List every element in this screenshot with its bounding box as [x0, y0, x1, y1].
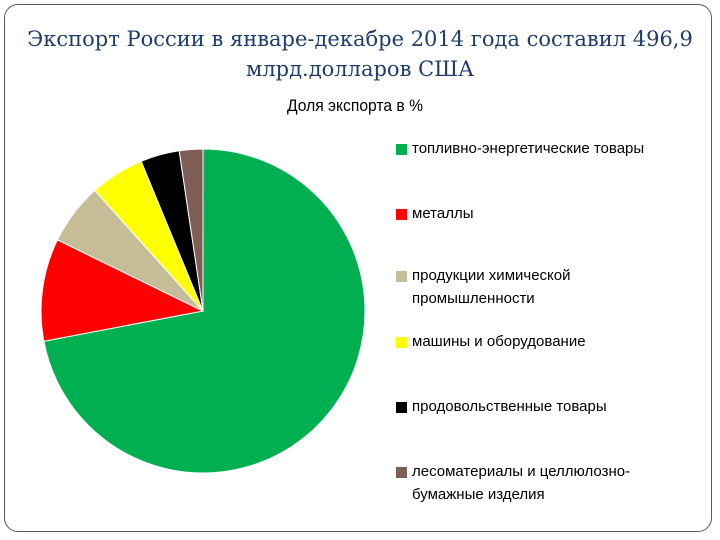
legend-label: топливно-энергетические товары — [412, 140, 645, 157]
legend-label: машины и оборудование — [412, 333, 586, 350]
legend-swatch — [396, 402, 407, 413]
legend-swatch — [396, 209, 407, 220]
legend-label: металлы — [412, 205, 474, 222]
slide-title: Экспорт России в январе-декабре 2014 год… — [0, 24, 720, 84]
legend-item-4: продовольственные товары — [396, 397, 696, 418]
legend-label: продукции химической промышленности — [412, 267, 571, 307]
legend-swatch — [396, 144, 407, 155]
legend-swatch — [396, 337, 407, 348]
chart-title: Доля экспорта в % — [286, 96, 423, 115]
legend-label: лесоматериалы и целлюлозно-бумажные изде… — [412, 463, 631, 503]
legend-label: продовольственные товары — [412, 398, 607, 415]
pie-slice-0 — [43, 148, 366, 474]
legend-item-1: металлы — [396, 204, 696, 225]
chart-legend: топливно-энергетические товары металлы про… — [396, 0, 696, 540]
pie-slice-1 — [40, 239, 205, 342]
legend-swatch — [396, 271, 407, 282]
pie-slice-5 — [178, 148, 204, 312]
slide-title-line2: млрд.долларов США — [245, 57, 475, 81]
legend-item-5: лесоматериалы и целлюлозно-бумажные изде… — [396, 462, 696, 506]
legend-item-2: продукции химической промышленности — [396, 266, 696, 310]
legend-swatch — [396, 467, 407, 478]
legend-item-0: топливно-энергетические товары — [396, 139, 696, 160]
legend-item-3: машины и оборудование — [396, 332, 696, 353]
slide-title-line1: Экспорт России в январе-декабре 2014 год… — [27, 27, 693, 51]
